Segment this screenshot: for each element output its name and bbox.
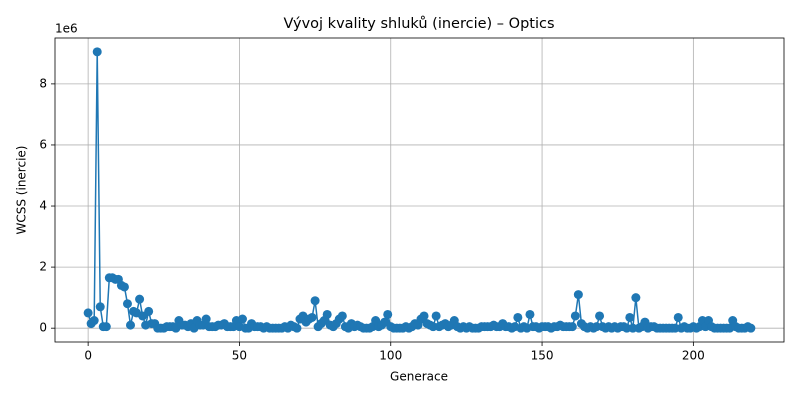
x-tick-label: 150 (531, 349, 554, 363)
data-point (126, 320, 136, 330)
data-point (631, 293, 641, 303)
data-point (83, 308, 93, 318)
x-tick-label: 200 (682, 349, 705, 363)
y-tick-label: 0 (39, 321, 47, 335)
data-point (101, 322, 111, 332)
y-tick-label: 6 (39, 137, 47, 151)
plot-area (83, 47, 756, 333)
data-point (89, 316, 99, 326)
data-point (625, 312, 635, 322)
y-axis-label: WCSS (inercie) (15, 146, 29, 235)
x-tick-label: 100 (379, 349, 402, 363)
data-point (144, 306, 154, 316)
data-point (337, 311, 347, 321)
x-tick-label: 0 (84, 349, 92, 363)
data-point (322, 309, 332, 319)
data-point (573, 290, 583, 300)
data-point (95, 302, 105, 312)
data-point (431, 311, 441, 321)
data-point (419, 311, 429, 321)
data-point (119, 282, 129, 292)
y-tick-label: 4 (39, 199, 47, 213)
data-point (567, 322, 577, 332)
data-point (92, 47, 102, 57)
chart-title: Vývoj kvality shluků (inercie) – Optics (283, 16, 554, 32)
data-point (307, 312, 317, 322)
data-point (310, 296, 320, 306)
data-point (746, 323, 756, 333)
data-point (513, 312, 523, 322)
y-tick-label: 8 (39, 76, 47, 90)
data-point (237, 314, 247, 324)
data-point (383, 309, 393, 319)
data-point (292, 323, 302, 333)
y-offset-label: 1e6 (55, 22, 78, 36)
data-point (135, 294, 145, 304)
data-point (570, 311, 580, 321)
y-tick-label: 2 (39, 260, 47, 274)
data-point (122, 299, 132, 309)
data-line (87, 51, 752, 330)
x-axis-label: Generace (390, 370, 448, 384)
axes-frame (54, 37, 785, 343)
data-point (525, 309, 535, 319)
data-point (595, 311, 605, 321)
data-point (673, 312, 683, 322)
x-tick-label: 50 (232, 349, 247, 363)
data-point (201, 314, 211, 324)
